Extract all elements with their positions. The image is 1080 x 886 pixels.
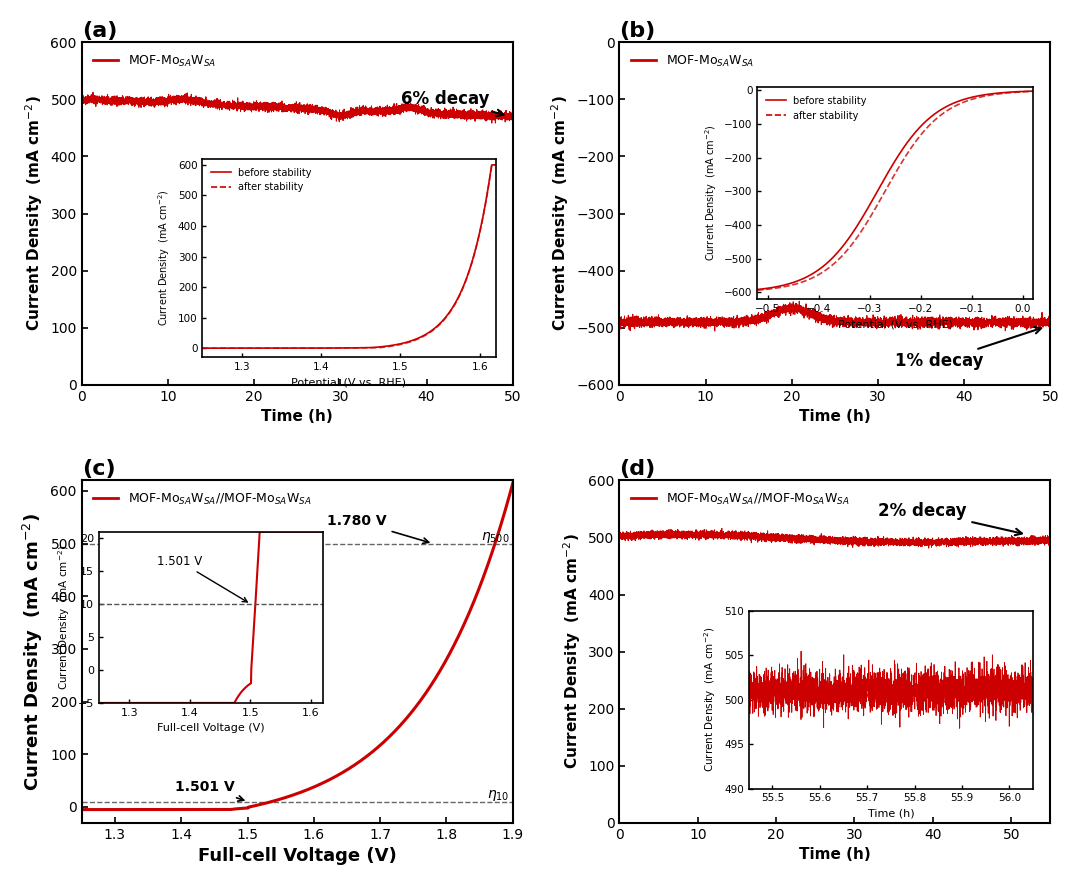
Text: 1.780 V: 1.780 V	[327, 514, 429, 543]
Text: (c): (c)	[82, 459, 116, 478]
Text: $\eta_{500}$: $\eta_{500}$	[481, 530, 510, 545]
Text: 6% decay: 6% decay	[401, 90, 503, 116]
Text: (b): (b)	[620, 21, 656, 41]
Y-axis label: Current Density  (mA cm$^{-2}$): Current Density (mA cm$^{-2}$)	[21, 513, 45, 790]
Legend: MOF-Mo$_{SA}$W$_{SA}$//MOF-Mo$_{SA}$W$_{SA}$: MOF-Mo$_{SA}$W$_{SA}$//MOF-Mo$_{SA}$W$_{…	[87, 486, 316, 512]
Legend: MOF-Mo$_{SA}$W$_{SA}$: MOF-Mo$_{SA}$W$_{SA}$	[87, 49, 221, 74]
Text: 2% decay: 2% decay	[878, 501, 1022, 535]
Text: $\eta_{10}$: $\eta_{10}$	[487, 788, 510, 803]
Text: 1.501 V: 1.501 V	[175, 781, 244, 801]
Y-axis label: Current Density  (mA cm$^{-2}$): Current Density (mA cm$^{-2}$)	[561, 533, 582, 769]
Legend: MOF-Mo$_{SA}$W$_{SA}$: MOF-Mo$_{SA}$W$_{SA}$	[625, 49, 759, 74]
Text: (a): (a)	[82, 21, 117, 41]
Text: (d): (d)	[620, 459, 656, 478]
Y-axis label: Current Density  (mA cm$^{-2}$): Current Density (mA cm$^{-2}$)	[550, 96, 571, 331]
Legend: MOF-Mo$_{SA}$W$_{SA}$//MOF-Mo$_{SA}$W$_{SA}$: MOF-Mo$_{SA}$W$_{SA}$//MOF-Mo$_{SA}$W$_{…	[625, 486, 854, 512]
X-axis label: Time (h): Time (h)	[799, 409, 870, 424]
X-axis label: Time (h): Time (h)	[261, 409, 333, 424]
Text: 1% decay: 1% decay	[895, 327, 1041, 370]
X-axis label: Time (h): Time (h)	[799, 847, 870, 862]
X-axis label: Full-cell Voltage (V): Full-cell Voltage (V)	[198, 847, 396, 865]
Y-axis label: Current Density  (mA cm$^{-2}$): Current Density (mA cm$^{-2}$)	[24, 96, 45, 331]
